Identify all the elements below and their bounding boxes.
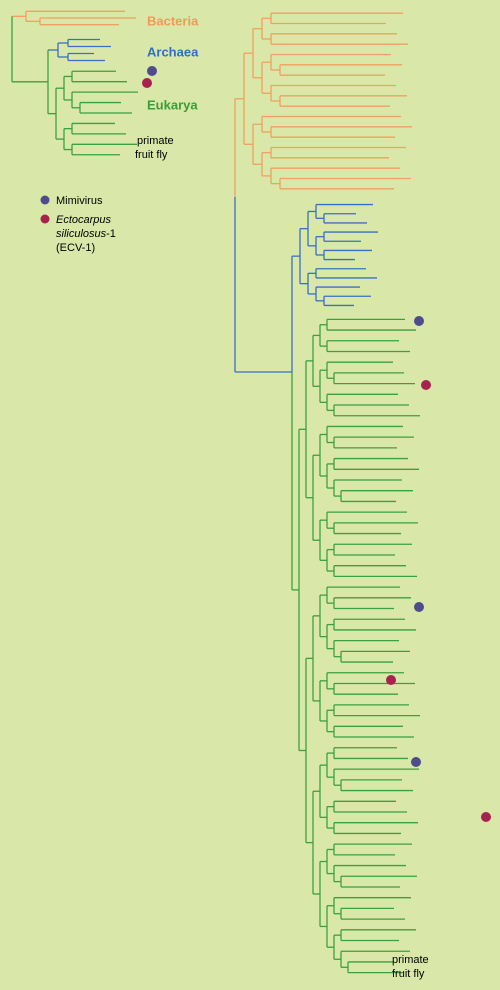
legend-label: Ectocarpus [56, 214, 112, 226]
legend-dot [40, 195, 50, 205]
group-label: Archaea [147, 44, 199, 59]
ecv-dot [386, 675, 396, 685]
leaf-label: fruit fly [392, 968, 425, 980]
legend-species: siliculosus [56, 228, 107, 240]
legend-suffix: -1 [106, 228, 116, 240]
group-label: Eukarya [147, 97, 198, 112]
leaf-label: primate [392, 954, 429, 966]
ecv-dot [481, 812, 491, 822]
mimivirus-dot [414, 316, 424, 326]
legend-dot [40, 214, 50, 224]
mimivirus-dot [411, 757, 421, 767]
legend-label: Mimivirus [56, 195, 103, 207]
leaf-label: fruit fly [135, 149, 168, 161]
legend-label: siliculosus-1 [56, 228, 116, 240]
tree-lines [11, 10, 420, 974]
leaf-label: primate [137, 135, 174, 147]
group-label: Bacteria [147, 13, 199, 28]
legend-label: (ECV-1) [56, 242, 95, 254]
mimivirus-dot [414, 602, 424, 612]
ecv-dot [421, 380, 431, 390]
ecv-dot [142, 78, 152, 88]
mimivirus-dot [147, 66, 157, 76]
